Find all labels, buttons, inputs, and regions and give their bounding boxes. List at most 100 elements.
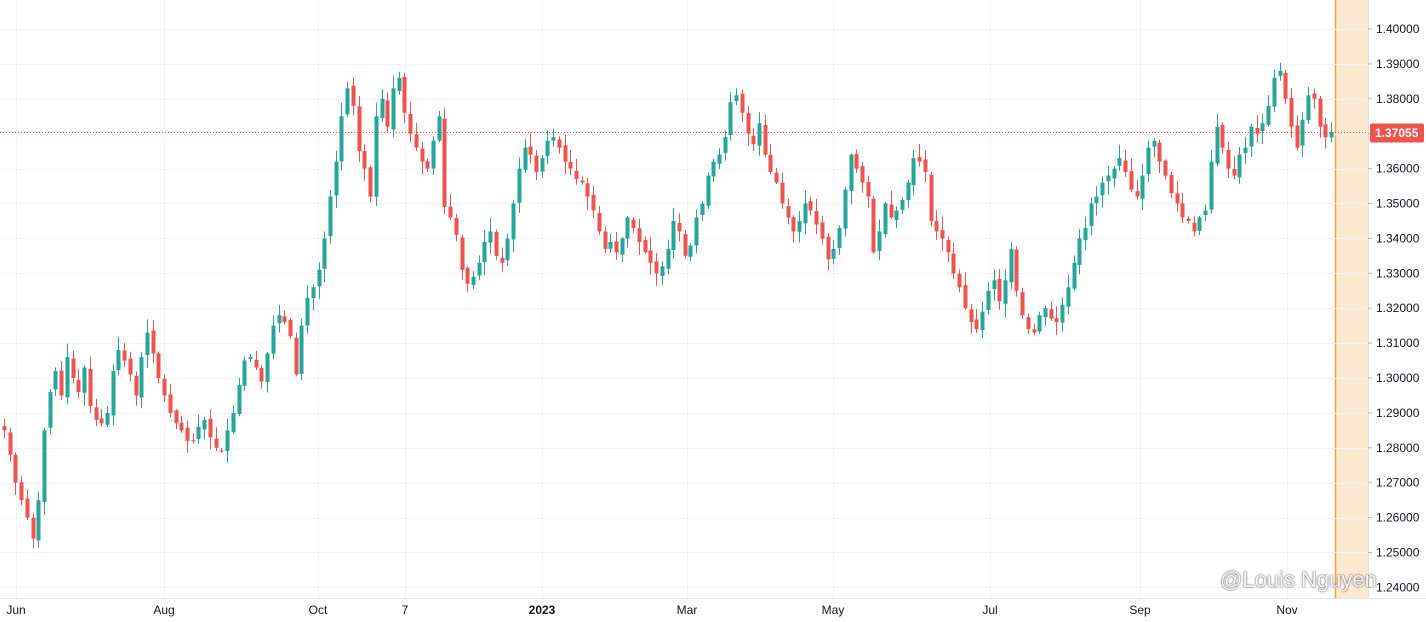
candle-body bbox=[122, 350, 127, 361]
candle bbox=[357, 95, 362, 163]
candle bbox=[1129, 158, 1134, 193]
candle-body bbox=[305, 297, 310, 326]
candle bbox=[105, 406, 110, 428]
candle-body bbox=[19, 482, 24, 501]
candle bbox=[1220, 122, 1225, 155]
candle-body bbox=[906, 182, 911, 201]
candle-body bbox=[1060, 304, 1065, 323]
candle-body bbox=[76, 379, 81, 392]
candle-body bbox=[997, 278, 1002, 302]
candle-body bbox=[1266, 105, 1271, 125]
price-axis[interactable]: 1.400001.390001.380001.370001.360001.350… bbox=[1368, 0, 1426, 598]
grid-layer bbox=[0, 0, 1366, 598]
candle bbox=[1237, 147, 1242, 184]
candle-body bbox=[42, 430, 47, 502]
candle-body bbox=[814, 211, 819, 225]
candle-body bbox=[791, 217, 796, 232]
candle bbox=[940, 216, 945, 251]
candle-body bbox=[923, 159, 928, 173]
candle bbox=[431, 136, 436, 175]
candle bbox=[585, 177, 590, 210]
candle bbox=[1157, 139, 1162, 173]
candle bbox=[1060, 297, 1065, 332]
candle bbox=[980, 301, 985, 339]
candle bbox=[803, 190, 808, 235]
candle bbox=[48, 389, 53, 435]
candle bbox=[706, 172, 711, 210]
candle-body bbox=[36, 500, 41, 541]
candle bbox=[1140, 163, 1145, 210]
candle bbox=[111, 364, 116, 426]
time-axis[interactable]: Jun Aug Oct 7 2023 Mar May Jul Sep Nov bbox=[0, 598, 1426, 618]
candle-body bbox=[1077, 238, 1082, 265]
candle-body bbox=[1123, 160, 1128, 173]
candle-body bbox=[31, 517, 36, 539]
candle bbox=[631, 217, 636, 234]
candle bbox=[711, 158, 716, 182]
candle bbox=[1249, 124, 1254, 157]
candle-body bbox=[768, 154, 773, 173]
candle bbox=[843, 187, 848, 237]
candle-body bbox=[1157, 142, 1162, 162]
candle-body bbox=[391, 88, 396, 130]
candle bbox=[1152, 138, 1157, 158]
candle bbox=[282, 310, 287, 325]
candle-body bbox=[1146, 147, 1151, 174]
candle-body bbox=[477, 262, 482, 276]
candle bbox=[620, 237, 625, 262]
candle-body bbox=[442, 118, 447, 207]
candle bbox=[277, 305, 282, 333]
candle bbox=[53, 367, 58, 396]
last-price-label: 1.37055 bbox=[1370, 123, 1424, 143]
candle bbox=[1215, 113, 1220, 167]
candle bbox=[746, 106, 751, 146]
candle-body bbox=[849, 154, 854, 191]
candle bbox=[717, 148, 722, 170]
candle bbox=[797, 210, 802, 243]
candle bbox=[992, 269, 997, 301]
candle-body bbox=[105, 412, 110, 425]
candle-body bbox=[1209, 161, 1214, 210]
candle bbox=[397, 71, 402, 95]
candle bbox=[2, 418, 7, 439]
candle bbox=[677, 213, 682, 242]
candle bbox=[1049, 301, 1054, 322]
candle bbox=[1306, 86, 1311, 124]
candle-body bbox=[551, 137, 556, 141]
candle bbox=[460, 234, 465, 281]
candle-body bbox=[671, 220, 676, 250]
price-axis-tick-label: 1.39000 bbox=[1376, 57, 1420, 71]
candle bbox=[1066, 274, 1071, 315]
candle bbox=[219, 447, 224, 453]
candle-body bbox=[168, 394, 173, 413]
candle-body bbox=[1180, 203, 1185, 218]
candle-body bbox=[214, 438, 219, 448]
candle-body bbox=[1260, 123, 1265, 132]
candle bbox=[42, 428, 47, 515]
candle bbox=[294, 332, 299, 377]
candle bbox=[477, 255, 482, 280]
candle bbox=[339, 102, 344, 171]
candle bbox=[437, 110, 442, 143]
candle bbox=[8, 428, 13, 462]
candle bbox=[780, 172, 785, 209]
candle-body bbox=[351, 85, 356, 106]
candle bbox=[500, 247, 505, 272]
candle bbox=[568, 149, 573, 176]
candle bbox=[1192, 216, 1197, 237]
candle bbox=[900, 197, 905, 215]
candle bbox=[374, 102, 379, 207]
candle bbox=[482, 229, 487, 276]
candle-body bbox=[265, 353, 270, 382]
candle-body bbox=[1106, 175, 1111, 182]
candle-body bbox=[1312, 93, 1317, 99]
candle-body bbox=[1049, 309, 1054, 319]
candle bbox=[1203, 204, 1208, 222]
candle bbox=[1014, 246, 1019, 297]
candle bbox=[563, 134, 568, 175]
candle-body bbox=[13, 454, 18, 483]
candle-body bbox=[1318, 98, 1323, 127]
candle bbox=[145, 319, 150, 368]
